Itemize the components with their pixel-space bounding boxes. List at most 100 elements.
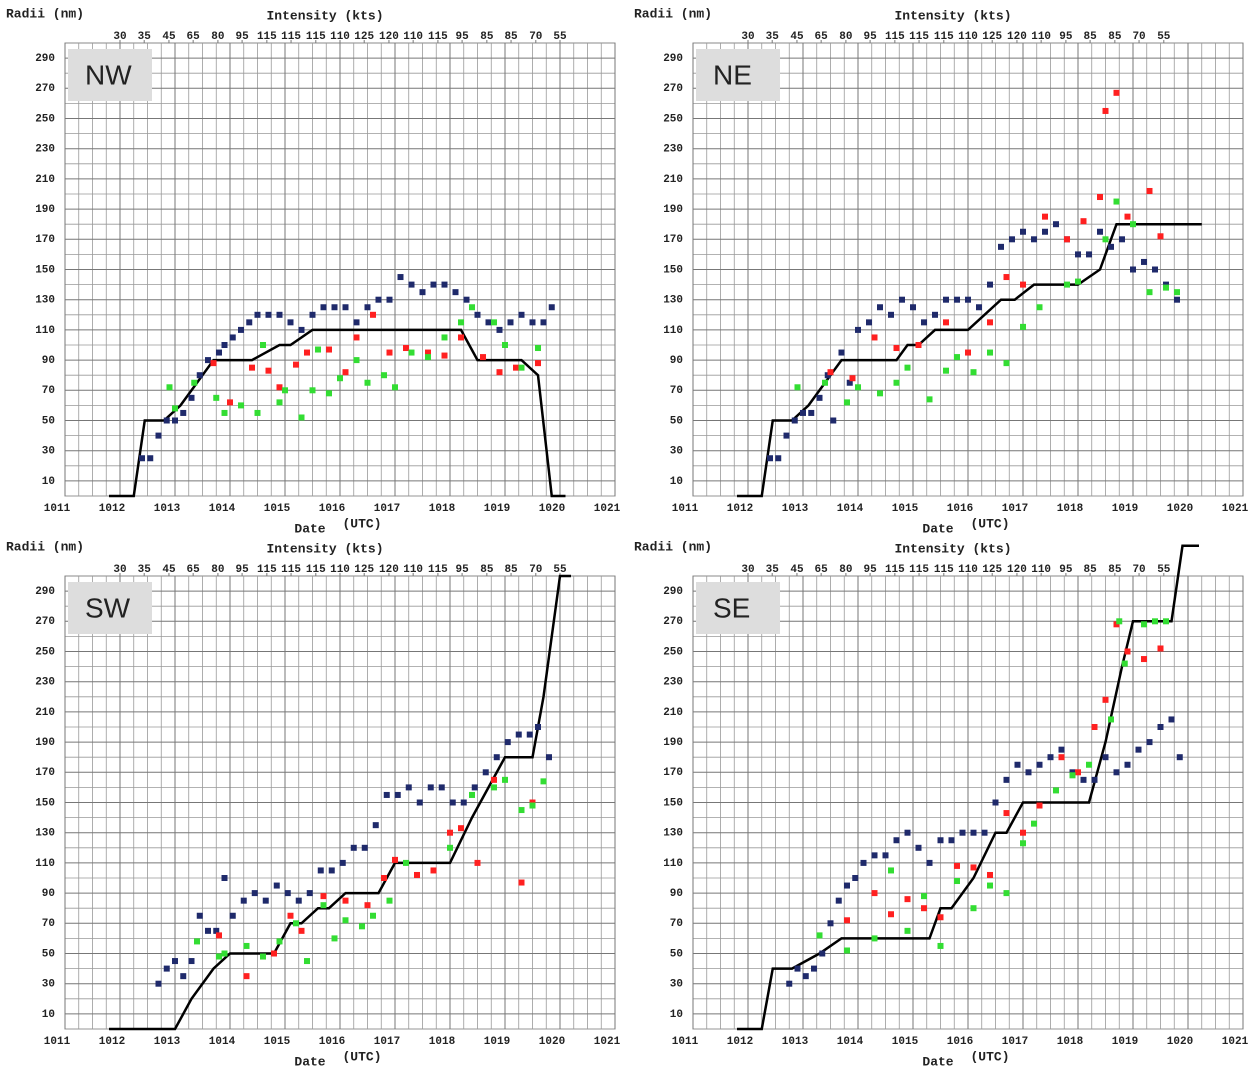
y-tick-label: 210: [663, 174, 683, 186]
point: [775, 455, 782, 462]
point: [482, 769, 489, 776]
x-tick-label: 1019: [484, 503, 510, 515]
y-tick-label: 250: [35, 113, 55, 125]
point: [372, 822, 379, 829]
point: [1086, 761, 1092, 768]
point: [1075, 278, 1081, 285]
top-axis-label: Intensity (kts): [266, 541, 383, 556]
y-tick-label: 170: [663, 767, 683, 779]
y-tick-label: 30: [42, 979, 55, 991]
top-tick-label: 95: [863, 564, 877, 576]
y-tick-label: 50: [42, 415, 55, 427]
x-tick-label: 1015: [264, 1036, 291, 1048]
top-tick-label: 55: [1157, 564, 1171, 576]
point: [904, 896, 911, 903]
y-tick-label: 10: [42, 476, 55, 488]
point: [441, 281, 448, 288]
top-tick-label: 30: [113, 564, 126, 576]
y-tick-label: 290: [35, 586, 55, 598]
point: [383, 791, 390, 798]
point: [205, 357, 211, 364]
point: [139, 455, 145, 462]
x-tick-label: 1021: [1222, 1036, 1249, 1048]
point: [1097, 194, 1103, 201]
point: [172, 417, 178, 424]
y-tick-label: 110: [663, 325, 683, 337]
point: [882, 852, 889, 859]
y-axis-label: Radii (nm): [6, 539, 84, 554]
x-axis-unit: (UTC): [342, 1049, 381, 1064]
point: [970, 905, 977, 912]
top-tick-label: 115: [885, 31, 905, 43]
point: [194, 938, 200, 945]
point: [227, 399, 233, 406]
point: [447, 829, 453, 836]
top-tick-label: 110: [330, 31, 350, 43]
y-tick-label: 70: [42, 385, 55, 397]
point: [515, 731, 522, 738]
point: [496, 326, 503, 333]
point: [331, 304, 338, 311]
point: [1053, 787, 1059, 794]
point: [339, 859, 346, 866]
radius-line: [109, 328, 566, 498]
point: [893, 379, 900, 386]
point: [1152, 618, 1158, 625]
point: [381, 372, 387, 379]
point: [474, 859, 481, 866]
point: [1069, 772, 1076, 779]
point: [1003, 810, 1010, 817]
point: [471, 784, 478, 791]
point: [1058, 746, 1065, 753]
point: [860, 859, 867, 866]
top-tick-label: 125: [354, 31, 374, 43]
y-tick-label: 210: [35, 174, 55, 186]
point: [172, 405, 178, 412]
point: [213, 394, 220, 401]
point: [504, 739, 511, 746]
point: [276, 311, 283, 318]
point: [293, 361, 299, 368]
point: [364, 902, 371, 909]
point: [937, 914, 944, 921]
point: [526, 731, 533, 738]
point: [1141, 621, 1147, 628]
x-axis-label: Date: [922, 521, 953, 536]
x-tick-label: 1011: [44, 1036, 71, 1048]
point: [213, 927, 220, 934]
point: [502, 342, 508, 348]
point: [1119, 236, 1125, 243]
point: [1058, 754, 1065, 761]
point: [276, 384, 283, 391]
point: [1113, 198, 1120, 205]
point: [229, 912, 236, 919]
point: [441, 352, 448, 359]
point: [1174, 296, 1180, 303]
point: [1080, 776, 1087, 783]
point: [425, 349, 431, 356]
x-tick-label: 1011: [672, 1036, 699, 1048]
point: [405, 784, 412, 791]
point: [1047, 754, 1054, 761]
point: [271, 950, 277, 957]
y-tick-label: 70: [42, 918, 55, 930]
point: [1146, 289, 1153, 296]
y-tick-label: 150: [663, 264, 683, 276]
point: [1102, 236, 1109, 243]
point: [888, 867, 894, 874]
y-tick-label: 110: [35, 858, 55, 870]
point: [518, 879, 525, 886]
y-tick-label: 90: [42, 355, 55, 367]
point: [783, 432, 790, 439]
point: [987, 882, 993, 889]
y-tick-label: 110: [663, 858, 683, 870]
y-tick-label: 270: [663, 83, 683, 95]
top-axis-label: Intensity (kts): [894, 541, 1011, 556]
point: [381, 875, 387, 881]
point: [846, 379, 853, 386]
point: [507, 319, 514, 326]
point: [491, 784, 497, 791]
top-tick-label: 115: [909, 564, 929, 576]
top-tick-label: 120: [1007, 564, 1027, 576]
y-tick-label: 270: [663, 616, 683, 628]
